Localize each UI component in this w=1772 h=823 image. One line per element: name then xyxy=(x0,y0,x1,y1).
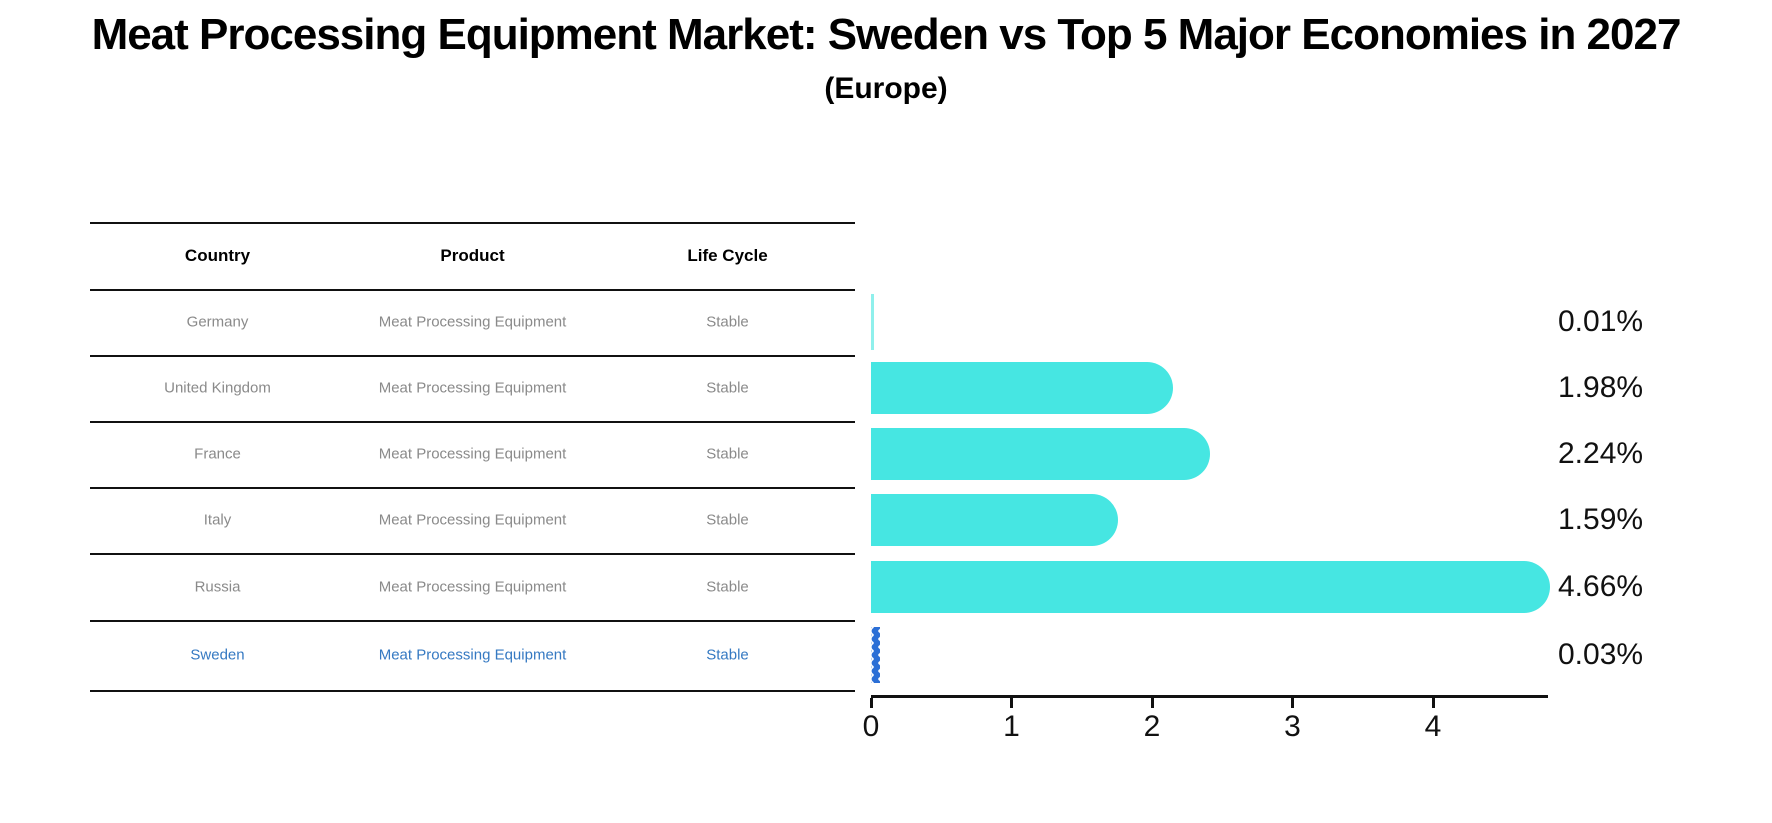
cell-france-product: Meat Processing Equipment xyxy=(378,445,567,463)
cell-france-country: France xyxy=(194,445,241,463)
bar-france xyxy=(871,428,1210,480)
value-label-united-kingdom: 1.98% xyxy=(1558,371,1644,404)
x-tick-mark-1 xyxy=(1010,698,1013,708)
value-label-sweden: 0.03% xyxy=(1558,638,1644,671)
cell-sweden-life-cycle: Stable xyxy=(706,646,749,664)
cell-russia-life-cycle: Stable xyxy=(706,578,749,595)
x-tick-mark-2 xyxy=(1150,698,1154,708)
cell-italy-life-cycle: Stable xyxy=(706,511,749,529)
cell-france-life-cycle: Stable xyxy=(706,445,749,463)
value-label-germany: 0.01% xyxy=(1558,305,1644,338)
cell-united-kingdom-country: United Kingdom xyxy=(164,379,271,397)
table-header-country: Country xyxy=(184,245,251,265)
cell-sweden-product: Meat Processing Equipment xyxy=(378,646,567,664)
bar-russia xyxy=(871,560,1550,613)
value-label-france: 2.24% xyxy=(1558,437,1644,470)
cell-italy-product: Meat Processing Equipment xyxy=(378,511,567,529)
cell-sweden-country: Sweden xyxy=(190,646,245,664)
x-tick-label-0: 0 xyxy=(862,710,880,743)
table-rule-4 xyxy=(90,487,855,489)
bar-germany xyxy=(871,294,874,350)
bar-italy xyxy=(871,494,1119,546)
cell-italy-country: Italy xyxy=(203,511,232,529)
x-tick-mark-0 xyxy=(869,698,873,708)
cell-germany-product: Meat Processing Equipment xyxy=(378,313,567,331)
table-rule-5 xyxy=(90,553,855,555)
table-header-life-cycle: Life Cycle xyxy=(687,245,768,265)
value-label-italy: 1.59% xyxy=(1558,503,1644,536)
bar-sweden xyxy=(871,627,880,683)
value-label-russia: 4.66% xyxy=(1558,569,1644,603)
x-tick-label-4: 4 xyxy=(1424,710,1442,743)
table-rule-6 xyxy=(90,620,855,622)
table-header-product: Product xyxy=(440,245,505,265)
table-rule-1 xyxy=(90,289,855,291)
table-rule-0 xyxy=(90,222,855,224)
cell-united-kingdom-life-cycle: Stable xyxy=(706,379,749,397)
table-rule-7 xyxy=(90,690,855,692)
x-tick-mark-4 xyxy=(1431,698,1435,708)
chart-subtitle: (Europe) xyxy=(824,72,948,105)
x-axis-line xyxy=(871,695,1548,698)
bar-united-kingdom xyxy=(871,362,1174,414)
x-tick-label-1: 1 xyxy=(1003,710,1020,743)
table-rule-3 xyxy=(90,421,855,423)
cell-germany-country: Germany xyxy=(186,313,249,331)
x-tick-mark-3 xyxy=(1291,698,1294,708)
cell-russia-product: Meat Processing Equipment xyxy=(378,578,567,595)
cell-germany-life-cycle: Stable xyxy=(706,313,749,331)
x-tick-label-3: 3 xyxy=(1284,710,1301,743)
chart-title: Meat Processing Equipment Market: Sweden… xyxy=(91,10,1682,59)
table-rule-2 xyxy=(90,355,855,357)
x-tick-label-2: 2 xyxy=(1143,710,1161,743)
cell-united-kingdom-product: Meat Processing Equipment xyxy=(378,379,567,397)
cell-russia-country: Russia xyxy=(194,578,241,595)
